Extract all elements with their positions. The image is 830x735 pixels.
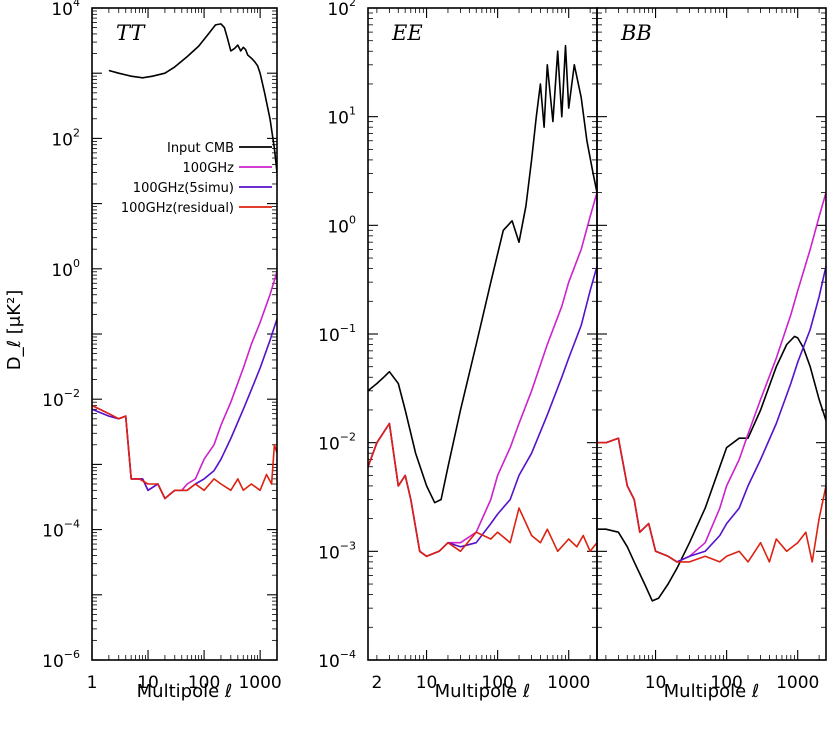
x-axis-title: Multipole ℓ [435,681,531,702]
y-tick-label: 10−2 [42,387,80,411]
series-line-100ghz-5simu- [368,266,597,558]
legend-label: 100GHz(residual) [121,201,234,216]
legend-label: 100GHz(5simu) [133,181,234,196]
panel-tt: 1 10 100 1000 10−6 10−4 10−2 100 102 104 TT Multipo… [42,0,282,702]
y-tick-label: 10−1 [318,322,356,346]
legend: Input CMB 100GHz 100GHz(5simu) 100GHz(resid… [121,141,272,216]
y-tick-label: 10−6 [42,648,80,672]
y-tick-label: 10−4 [42,518,80,542]
legend-label: Input CMB [167,141,234,156]
y-tick-label: 102 [51,126,80,150]
y-tick-label: 102 [327,0,356,20]
x-tick-label: 1 [87,673,98,693]
x-tick-label: 1000 [547,673,590,693]
x-tick-label: 10 [137,673,159,693]
series-line-input-cmb [108,23,277,173]
series-line-input-cmb [368,44,597,504]
y-tick-label: 10−2 [318,431,356,455]
x-tick-label: 1000 [776,673,819,693]
x-tick-label: 1000 [238,673,281,693]
x-axis-title: Multipole ℓ [664,681,760,702]
x-axis-title: Multipole ℓ [137,681,233,702]
legend-label: 100GHz [183,161,235,176]
panel-title: EE [391,21,423,45]
y-axis-title: D_ℓ [μK²] [4,290,25,371]
panel-bb: 10 100 1000 BB Multipole ℓ [596,7,827,702]
series-line-input-cmb [597,335,826,602]
series-line-100ghz [92,271,277,500]
y-tick-label: 101 [327,105,356,129]
panel-title: TT [116,21,146,45]
y-tick-label: 100 [327,213,356,237]
x-tick-label: 100 [710,673,742,693]
x-tick-label: 2 [371,673,382,693]
series-line-100ghz-5simu- [92,318,277,500]
plot-frame [596,7,827,661]
series-line-100ghz-residual- [368,422,597,558]
series-line-100ghz-residual- [597,437,826,563]
x-tick-label: 10 [645,673,667,693]
series-line-100ghz [597,192,826,563]
y-tick-label: 10−3 [318,539,356,563]
plot-frame [91,7,278,661]
x-tick-label: 100 [188,673,220,693]
panel-title: BB [620,21,652,45]
series-line-100ghz-residual- [92,404,277,500]
x-tick-label: 100 [481,673,513,693]
y-tick-label: 104 [51,0,80,20]
y-tick-label: 100 [51,257,80,281]
x-tick-label: 10 [416,673,438,693]
y-tick-label: 10−4 [318,648,356,672]
panel-ee: 2 10 100 1000 10−4 10−3 10−2 10−1 100 101 102 EE Mul… [318,0,598,702]
